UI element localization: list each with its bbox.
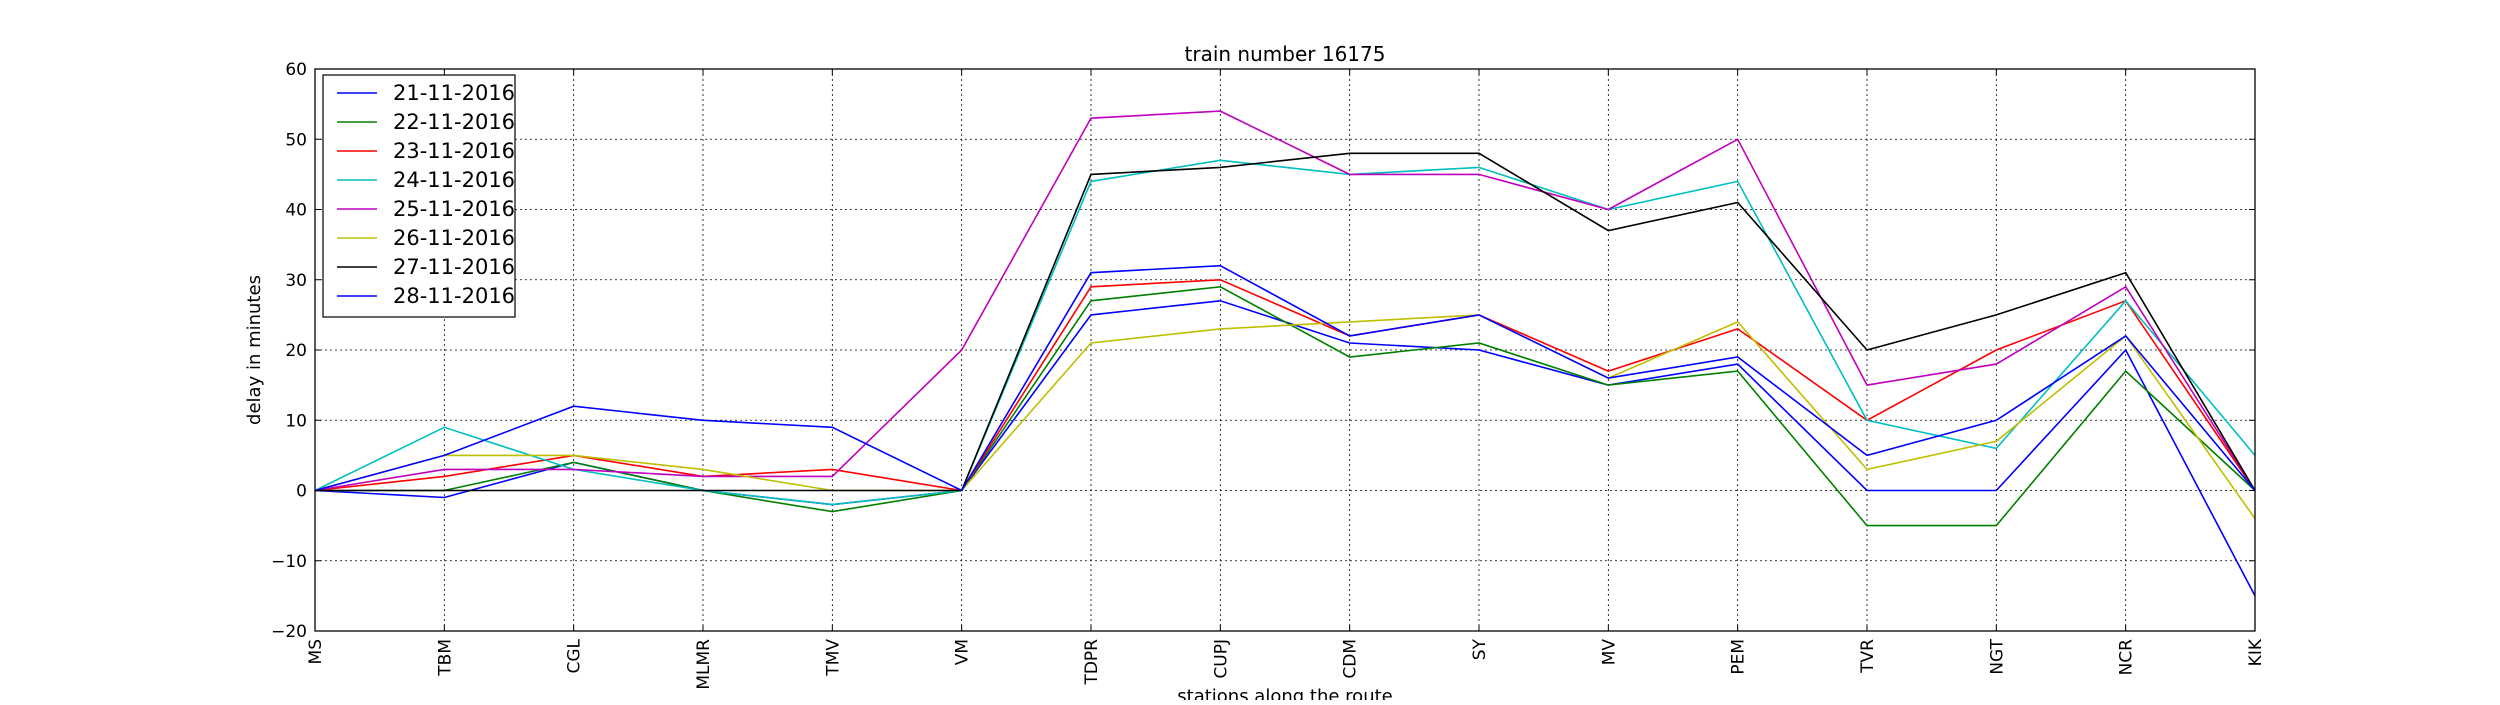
x-tick-label: MS bbox=[306, 639, 326, 664]
x-tick-label: CUPJ bbox=[1211, 639, 1231, 679]
legend-box bbox=[322, 74, 516, 318]
x-tick-label: TBM bbox=[435, 639, 455, 677]
series-lines bbox=[314, 110, 2256, 597]
x-axis-label: stations along the route bbox=[1177, 686, 1392, 700]
legend-label: 26-11-2016 bbox=[393, 226, 515, 250]
x-tick-label: TDPR bbox=[1082, 639, 1102, 686]
x-tick-label: SY bbox=[1470, 638, 1490, 660]
legend-label: 28-11-2016 bbox=[393, 284, 515, 308]
x-tick-label: PEM bbox=[1729, 639, 1749, 675]
legend: 21-11-2016 22-11-2016 23-11-2016 24-11-2016… bbox=[322, 74, 516, 318]
series-line-2 bbox=[315, 285, 2256, 527]
series-line-4 bbox=[314, 159, 2256, 506]
series-line-7 bbox=[315, 152, 2256, 492]
y-axis-label: delay in minutes bbox=[244, 275, 265, 425]
legend-label: 25-11-2016 bbox=[393, 197, 515, 221]
x-tick-label: NGT bbox=[1987, 638, 2007, 674]
legend-label: 23-11-2016 bbox=[393, 139, 515, 163]
x-tick-label: VM bbox=[953, 639, 973, 665]
x-tick-label: NCR bbox=[2117, 639, 2137, 676]
legend-label: 24-11-2016 bbox=[393, 168, 515, 192]
y-tick-label: 50 bbox=[285, 130, 307, 150]
y-tick-label: 20 bbox=[285, 341, 307, 361]
x-tick-label: MLMR bbox=[694, 639, 714, 690]
y-tick-label: 40 bbox=[285, 201, 307, 221]
y-tick-label: 10 bbox=[285, 411, 307, 431]
x-tick-label: TVR bbox=[1858, 639, 1878, 674]
series-line-8 bbox=[314, 264, 2256, 492]
chart-title: train number 16175 bbox=[1185, 42, 1386, 66]
x-tick-label: KIK bbox=[2246, 638, 2266, 666]
x-tick-label: MV bbox=[1599, 639, 1619, 666]
x-tick-label: CDM bbox=[1341, 639, 1361, 679]
y-tick-label: −10 bbox=[271, 552, 307, 572]
axis-ticks: −20 −10 0 10 20 30 40 50 60 MS TBM CGL MLMR TMV VM TDPR… bbox=[271, 60, 2266, 690]
series-line-5 bbox=[314, 110, 2256, 492]
series-line-3 bbox=[314, 278, 2256, 492]
y-tick-label: −20 bbox=[271, 622, 307, 642]
x-tick-label: TMV bbox=[823, 639, 843, 677]
x-tick-label: CGL bbox=[565, 638, 585, 673]
y-tick-label: 60 bbox=[285, 60, 307, 80]
series-line-6 bbox=[314, 314, 2256, 520]
legend-label: 21-11-2016 bbox=[393, 81, 515, 105]
legend-label: 27-11-2016 bbox=[393, 255, 515, 279]
y-tick-label: 30 bbox=[285, 271, 307, 291]
y-tick-label: 0 bbox=[296, 482, 307, 502]
legend-label: 22-11-2016 bbox=[393, 110, 515, 134]
